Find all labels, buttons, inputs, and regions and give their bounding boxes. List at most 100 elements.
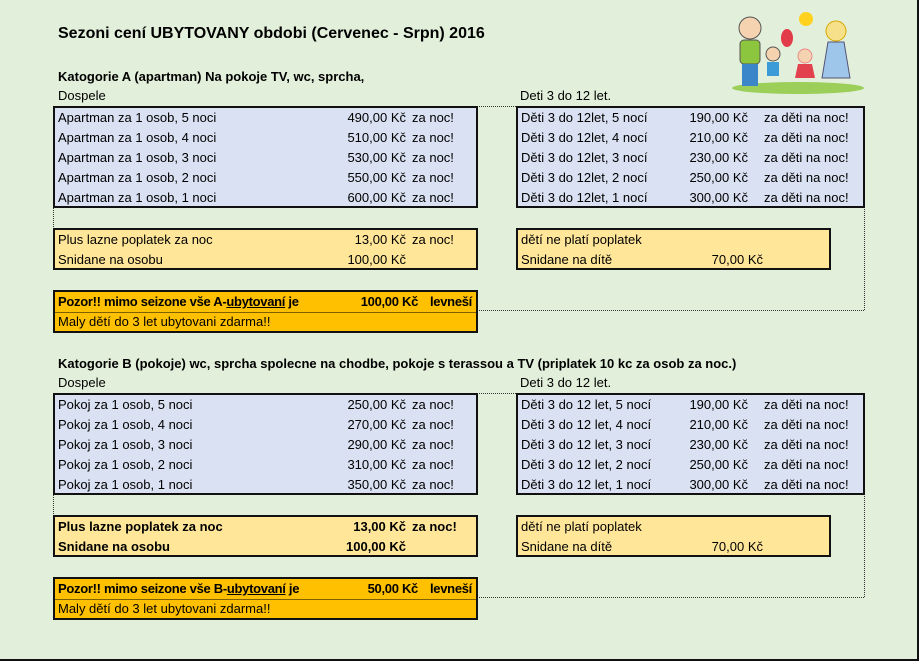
table-row: Snidane na dítě 70,00 Kč — [518, 250, 829, 270]
notice-underlined: ubytovaní — [226, 581, 286, 596]
row-unit: za noc! — [412, 190, 454, 205]
row-label: Apartman za 1 osob, 5 noci — [58, 110, 217, 125]
row-label: Apartman za 1 osob, 3 noci — [58, 150, 217, 165]
free-note-row: Maly dětí do 3 let ubytovani zdarma!! — [55, 599, 476, 618]
table-row: Apartman za 1 osob, 3 noci 530,00 Kč za no… — [55, 148, 476, 168]
row-price: 300,00 Kč — [689, 477, 748, 492]
row-price: 510,00 Kč — [347, 130, 406, 145]
table-row: Apartman za 1 osob, 4 noci 510,00 Kč za no… — [55, 128, 476, 148]
table-row: Plus lazne poplatek za noc 13,00 Kč za noc… — [55, 230, 476, 250]
kid-price-table: Děti 3 do 12 let, 5 nocí 190,00 Kč za děti… — [516, 393, 865, 495]
row-unit: za noc! — [412, 397, 454, 412]
notice-prefix: Pozor!! mimo seizone vše B- — [58, 581, 227, 596]
table-row: dětí ne platí poplatek — [518, 230, 829, 250]
page-title: Sezoni cení UBYTOVANY obdobi (Cervenec -… — [58, 25, 485, 42]
table-row: Apartman za 1 osob, 2 noci 550,00 Kč za no… — [55, 168, 476, 188]
row-label: Děti 3 do 12let, 2 nocí — [521, 170, 648, 185]
row-unit: za děti na noc! — [764, 437, 849, 452]
table-row: Děti 3 do 12 let, 3 nocí 230,00 Kč za děti… — [518, 435, 863, 455]
row-unit: za děti na noc! — [764, 190, 849, 205]
row-price: 250,00 Kč — [347, 397, 406, 412]
dotted-connector — [477, 393, 516, 394]
free-note: Maly dětí do 3 let ubytovani zdarma!! — [58, 601, 271, 616]
row-label: Snidane na dítě — [521, 252, 613, 267]
row-label: Plus lazne poplatek za noc — [58, 519, 223, 534]
notice-unit: levneší — [430, 294, 472, 309]
row-unit: za noc! — [412, 417, 454, 432]
row-price: 100,00 Kč — [347, 252, 406, 267]
row-label: Pokoj za 1 osob, 1 noci — [58, 477, 193, 492]
free-note-row: Maly dětí do 3 let ubytovani zdarma!! — [55, 312, 476, 331]
table-row: Snidane na osobu 100,00 Kč — [55, 250, 476, 270]
free-note: Maly dětí do 3 let ubytovani zdarma!! — [58, 314, 271, 329]
table-row: Děti 3 do 12 let, 1 nocí 300,00 Kč za děti… — [518, 475, 863, 495]
row-unit: za noc! — [412, 232, 454, 247]
dotted-connector — [53, 494, 54, 516]
notice-price: 50,00 Kč — [367, 581, 419, 596]
row-price: 13,00 Kč — [354, 232, 406, 247]
table-row: Děti 3 do 12let, 2 nocí 250,00 Kč za děti … — [518, 168, 863, 188]
notice-underlined: ubytovaní — [226, 294, 286, 309]
row-label: Děti 3 do 12let, 3 nocí — [521, 150, 648, 165]
row-price: 310,00 Kč — [347, 457, 406, 472]
row-price: 230,00 Kč — [689, 437, 748, 452]
row-price: 270,00 Kč — [347, 417, 406, 432]
row-label: Snidane na dítě — [521, 539, 613, 554]
row-label: Děti 3 do 12 let, 5 nocí — [521, 397, 652, 412]
notice-row: Pozor!! mimo seizone vše B-ubytovaní je 5… — [55, 579, 476, 599]
table-row: Děti 3 do 12 let, 4 nocí 210,00 Kč za děti… — [518, 415, 863, 435]
row-label: Děti 3 do 12 let, 2 nocí — [521, 457, 652, 472]
adult-price-table: Apartman za 1 osob, 5 noci 490,00 Kč za no… — [53, 106, 478, 208]
kids-label: Deti 3 do 12 let. — [520, 375, 612, 390]
dotted-connector — [864, 494, 865, 597]
table-row: Snidane na osobu 100,00 Kč — [55, 537, 476, 557]
kid-price-table: Děti 3 do 12let, 5 nocí 190,00 Kč za děti … — [516, 106, 865, 208]
dotted-connector — [477, 597, 864, 598]
row-label: Děti 3 do 12 let, 4 nocí — [521, 417, 652, 432]
notice-suffix: je — [285, 294, 299, 309]
row-unit: za děti na noc! — [764, 130, 849, 145]
row-price: 300,00 Kč — [689, 190, 748, 205]
kids-label: Deti 3 do 12 let. — [520, 88, 612, 103]
table-row: Pokoj za 1 osob, 3 noci 290,00 Kč za noc! — [55, 435, 476, 455]
row-price: 530,00 Kč — [347, 150, 406, 165]
dotted-connector — [53, 207, 54, 229]
category-header: Katogorie A (apartman) Na pokoje TV, wc,… — [58, 69, 365, 84]
row-unit: za děti na noc! — [764, 110, 849, 125]
table-row: Děti 3 do 12let, 1 nocí 300,00 Kč za děti … — [518, 188, 863, 208]
notice-unit: levneší — [430, 581, 472, 596]
row-label: Děti 3 do 12let, 1 nocí — [521, 190, 648, 205]
row-price: 250,00 Kč — [689, 170, 748, 185]
table-row: Pokoj za 1 osob, 5 noci 250,00 Kč za noc! — [55, 395, 476, 415]
row-unit: za noc! — [412, 170, 454, 185]
dotted-connector — [477, 310, 864, 311]
row-price: 250,00 Kč — [689, 457, 748, 472]
row-unit: za noc! — [412, 110, 454, 125]
table-row: Snidane na dítě 70,00 Kč — [518, 537, 829, 557]
row-price: 210,00 Kč — [689, 417, 748, 432]
row-price: 230,00 Kč — [689, 150, 748, 165]
adults-label: Dospele — [58, 88, 106, 103]
row-label: Snidane na osobu — [58, 252, 163, 267]
table-row: Děti 3 do 12let, 4 nocí 210,00 Kč za děti … — [518, 128, 863, 148]
adult-extras-table: Plus lazne poplatek za noc 13,00 Kč za noc… — [53, 515, 478, 557]
row-price: 600,00 Kč — [347, 190, 406, 205]
table-row: Děti 3 do 12 let, 5 nocí 190,00 Kč za děti… — [518, 395, 863, 415]
row-unit: za děti na noc! — [764, 397, 849, 412]
dotted-connector — [477, 106, 516, 107]
table-row: Pokoj za 1 osob, 4 noci 270,00 Kč za noc! — [55, 415, 476, 435]
adults-label: Dospele — [58, 375, 106, 390]
notice-price: 100,00 Kč — [360, 294, 419, 309]
table-row: dětí ne platí poplatek — [518, 517, 829, 537]
kid-extras-table: dětí ne platí poplatek Snidane na dítě 70,… — [516, 515, 831, 557]
row-label: Snidane na osobu — [58, 539, 170, 554]
row-unit: za noc! — [412, 150, 454, 165]
row-price: 190,00 Kč — [689, 110, 748, 125]
row-price: 550,00 Kč — [347, 170, 406, 185]
row-unit: za noc! — [412, 519, 457, 534]
notice-row: Pozor!! mimo seizone vše A-ubytovaní je 1… — [55, 292, 476, 312]
row-label: Pokoj za 1 osob, 2 noci — [58, 457, 193, 472]
table-row: Děti 3 do 12let, 5 nocí 190,00 Kč za děti … — [518, 108, 863, 128]
row-price: 100,00 Kč — [346, 539, 406, 554]
